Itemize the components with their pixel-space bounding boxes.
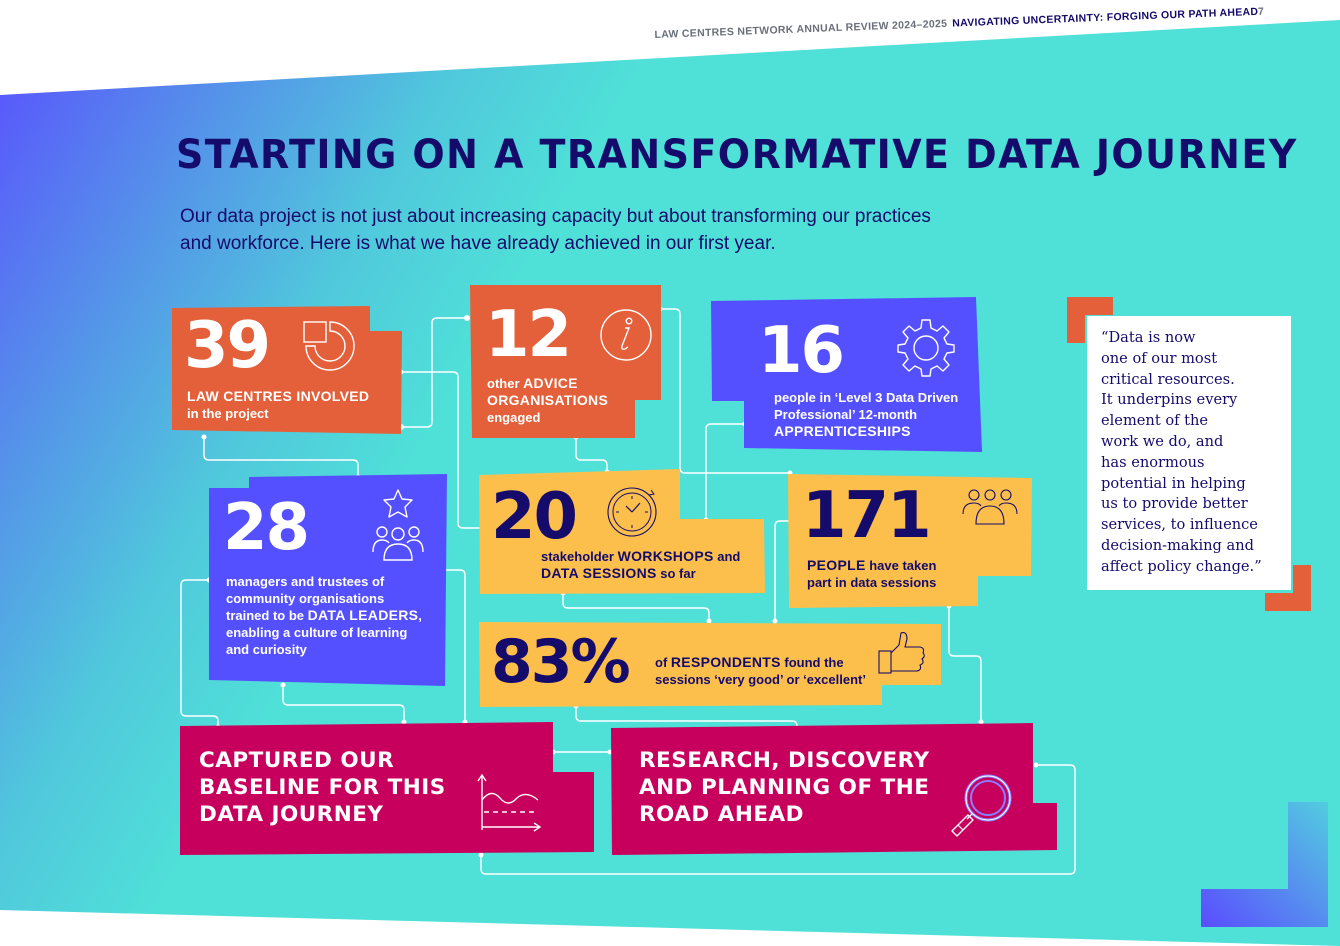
stat-caption: managers and trustees of: [226, 574, 385, 589]
progress-ring-icon: [303, 321, 355, 371]
stat-caption: stakeholder: [541, 549, 618, 564]
clock-icon: [607, 487, 657, 537]
stat-caption-caps: APPRENTICESHIPS: [774, 423, 911, 439]
stat-caption: in the project: [187, 406, 269, 421]
stat-card-law-centres: 39 LAW CENTRES INVOLVED in the project: [172, 306, 402, 434]
stat-caption: of: [655, 655, 671, 670]
stat-number: 83%: [491, 627, 631, 697]
stat-card-data-leaders: 28 managers and trustees of community or…: [209, 474, 447, 686]
gear-icon: [897, 319, 955, 377]
stat-caption: enabling a culture of learning: [226, 625, 408, 640]
page-title: STARTING ON A TRANSFORMATIVE DATA JOURNE…: [176, 132, 1298, 178]
stat-caption-caps: DATA SESSIONS: [541, 565, 657, 581]
intro-paragraph: Our data project is not just about incre…: [180, 206, 931, 254]
stat-card-apprenticeships: 16 people in ‘Level 3 Data Driven Profes…: [711, 297, 982, 452]
publication-title: LAW CENTRES NETWORK ANNUAL REVIEW 2024–2…: [654, 17, 948, 42]
stat-caption-caps: PEOPLE: [807, 557, 866, 573]
stat-number: 171: [802, 479, 932, 553]
stat-card-advice-organisations: 12 other ADVICE ORGANISATIONS engaged: [470, 285, 661, 438]
milestone-title-line: AND PLANNING OF THE: [639, 775, 930, 800]
stat-caption-caps: LAW CENTRES INVOLVED: [187, 388, 370, 404]
stat-caption: part in data sessions: [807, 575, 937, 590]
stat-caption: people in ‘Level 3 Data Driven: [774, 390, 959, 405]
stat-caption: community organisations: [226, 591, 385, 606]
stat-number: 20: [491, 480, 578, 554]
stat-caption: other: [487, 376, 524, 391]
stat-number: 39: [184, 309, 271, 383]
stat-caption: sessions ‘very good’ or ‘excellent’: [655, 672, 866, 687]
milestone-title-line: CAPTURED OUR: [199, 748, 395, 773]
stat-caption: trained to be: [226, 608, 308, 623]
stat-caption: engaged: [487, 410, 541, 425]
quote-text: “Data is now one of our most critical re…: [1087, 316, 1291, 590]
stat-caption-caps: DATA LEADERS: [307, 607, 419, 623]
stat-caption-caps: WORKSHOPS: [617, 548, 714, 564]
bracket-bottom-right: [1293, 565, 1311, 611]
quote-block: “Data is now one of our most critical re…: [1067, 297, 1311, 611]
stat-number: 28: [223, 491, 310, 565]
magnifier-icon: [951, 774, 1012, 837]
info-icon: [600, 309, 652, 361]
group-icon: [962, 489, 1018, 525]
bracket-top-left: [1067, 297, 1085, 343]
stat-caption-caps: RESPONDENTS: [670, 654, 781, 670]
thumbs-up-icon: [878, 632, 925, 674]
chart-icon: [477, 773, 542, 832]
page-number: 7: [1257, 5, 1265, 18]
milestone-title-line: DATA JOURNEY: [199, 802, 384, 827]
milestone-title-line: ROAD AHEAD: [639, 802, 805, 827]
decorative-corner-shape: [1201, 802, 1328, 927]
stat-caption: and curiosity: [226, 642, 307, 657]
stat-caption: Professional’ 12-month: [774, 407, 918, 422]
stat-number: 16: [758, 314, 845, 388]
milestone-title-line: RESEARCH, DISCOVERY: [639, 748, 930, 773]
stat-card-respondents: 83% of RESPONDENTS found the sessions ‘v…: [479, 622, 941, 707]
stat-number: 12: [485, 298, 572, 372]
milestone-title-line: BASELINE FOR THIS: [199, 775, 446, 800]
milestone-research: RESEARCH, DISCOVERY AND PLANNING OF THE …: [611, 723, 1057, 855]
star-team-icon: [372, 489, 424, 561]
stat-caption-caps: ORGANISATIONS: [487, 392, 609, 408]
milestone-baseline: CAPTURED OUR BASELINE FOR THIS DATA JOUR…: [180, 722, 594, 855]
section-title: NAVIGATING UNCERTAINTY: FORGING OUR PATH…: [952, 5, 1259, 30]
stat-caption-caps: ADVICE: [523, 375, 578, 391]
